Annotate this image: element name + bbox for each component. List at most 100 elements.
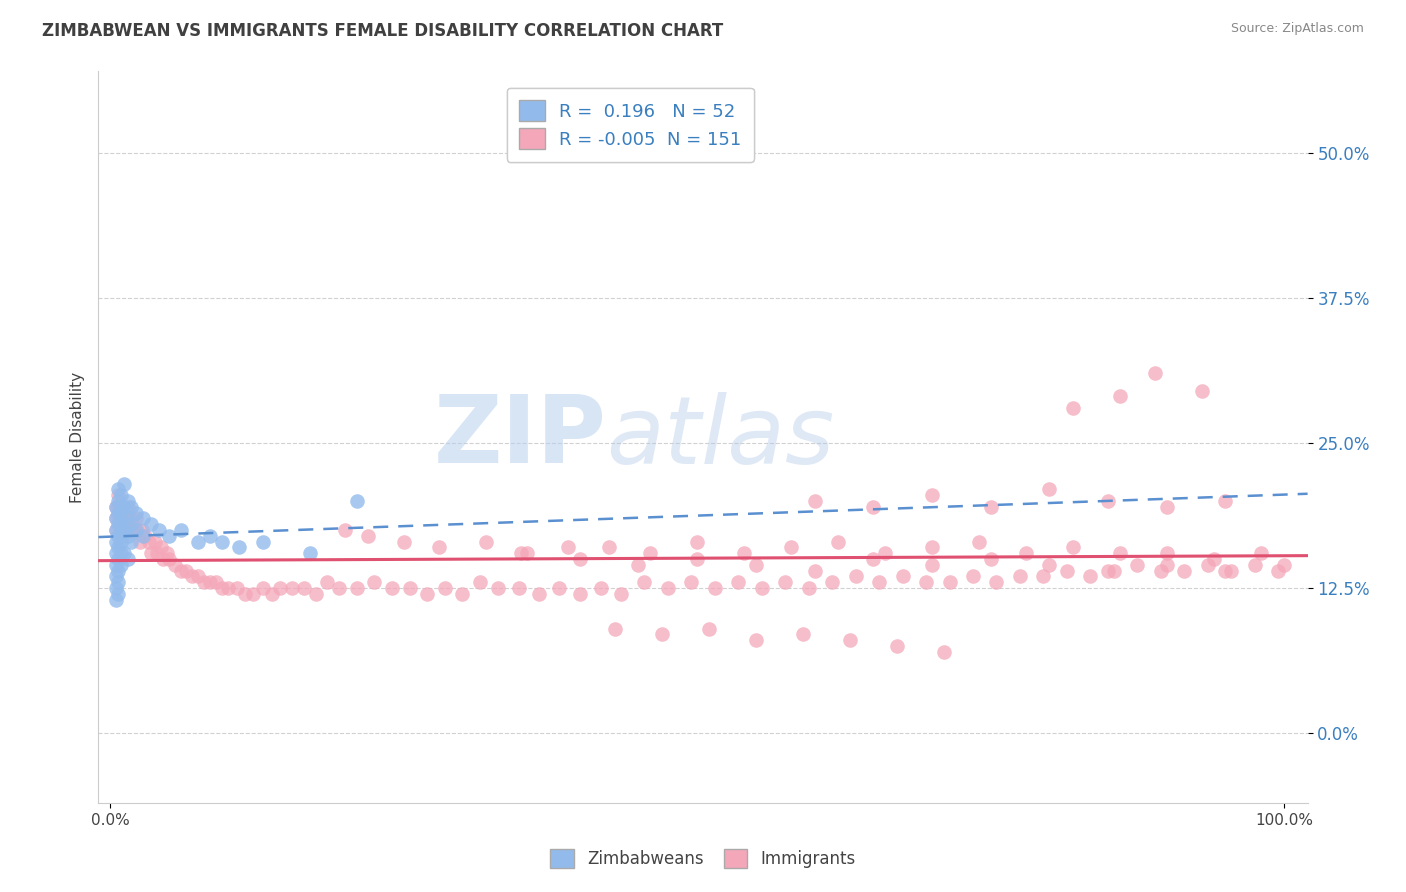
Point bbox=[110, 523, 132, 537]
Y-axis label: Female Disability: Female Disability bbox=[69, 371, 84, 503]
Point bbox=[547, 581, 569, 595]
Point bbox=[915, 575, 938, 590]
Point bbox=[149, 541, 172, 555]
Point bbox=[508, 581, 530, 595]
Point bbox=[627, 558, 650, 572]
Point bbox=[110, 511, 132, 525]
Point bbox=[1008, 569, 1031, 583]
Point bbox=[845, 569, 868, 583]
Point bbox=[163, 558, 186, 572]
Point bbox=[745, 633, 768, 648]
Text: ZIMBABWEAN VS IMMIGRANTS FEMALE DISABILITY CORRELATION CHART: ZIMBABWEAN VS IMMIGRANTS FEMALE DISABILI… bbox=[42, 22, 724, 40]
Point bbox=[1108, 389, 1130, 403]
Point bbox=[157, 552, 180, 566]
Point bbox=[921, 488, 943, 502]
Point bbox=[1150, 564, 1173, 578]
Point bbox=[1250, 546, 1272, 560]
Point bbox=[333, 523, 356, 537]
Point bbox=[110, 488, 132, 502]
Point bbox=[862, 500, 884, 514]
Point bbox=[986, 575, 1008, 590]
Point bbox=[107, 494, 129, 508]
Point bbox=[105, 500, 128, 514]
Point bbox=[433, 581, 456, 595]
Point bbox=[486, 581, 509, 595]
Point bbox=[242, 587, 264, 601]
Point bbox=[967, 534, 990, 549]
Point bbox=[114, 511, 136, 525]
Point bbox=[357, 529, 380, 543]
Point bbox=[598, 541, 620, 555]
Point bbox=[107, 483, 129, 497]
Point bbox=[169, 523, 191, 537]
Point bbox=[187, 534, 209, 549]
Point bbox=[132, 529, 155, 543]
Point bbox=[1102, 564, 1125, 578]
Point bbox=[1108, 546, 1130, 560]
Point bbox=[381, 581, 404, 595]
Point bbox=[105, 511, 128, 525]
Point bbox=[120, 534, 142, 549]
Point bbox=[120, 517, 142, 532]
Point bbox=[1038, 483, 1060, 497]
Point bbox=[211, 581, 233, 595]
Point bbox=[516, 546, 538, 560]
Point bbox=[703, 581, 725, 595]
Point bbox=[117, 552, 139, 566]
Point bbox=[107, 541, 129, 555]
Point bbox=[127, 523, 149, 537]
Point bbox=[681, 575, 703, 590]
Point bbox=[1243, 558, 1265, 572]
Point bbox=[603, 622, 626, 636]
Point bbox=[105, 500, 128, 514]
Point bbox=[292, 581, 315, 595]
Point bbox=[316, 575, 339, 590]
Point bbox=[427, 541, 450, 555]
Point bbox=[1143, 366, 1166, 380]
Point bbox=[262, 587, 284, 601]
Point bbox=[773, 575, 796, 590]
Point bbox=[651, 627, 673, 641]
Point bbox=[1267, 564, 1289, 578]
Point bbox=[117, 500, 139, 514]
Point bbox=[193, 575, 215, 590]
Legend: R =  0.196   N = 52, R = -0.005  N = 151: R = 0.196 N = 52, R = -0.005 N = 151 bbox=[506, 87, 754, 162]
Point bbox=[105, 523, 128, 537]
Point bbox=[398, 581, 420, 595]
Point bbox=[120, 523, 142, 537]
Point bbox=[657, 581, 679, 595]
Point bbox=[686, 534, 709, 549]
Point bbox=[363, 575, 385, 590]
Point bbox=[117, 529, 139, 543]
Point bbox=[1173, 564, 1195, 578]
Point bbox=[152, 552, 174, 566]
Point bbox=[107, 529, 129, 543]
Point bbox=[112, 523, 135, 537]
Point bbox=[157, 529, 180, 543]
Point bbox=[105, 534, 128, 549]
Point bbox=[117, 494, 139, 508]
Point bbox=[697, 622, 720, 636]
Point bbox=[138, 534, 160, 549]
Point bbox=[120, 511, 142, 525]
Point bbox=[128, 534, 150, 549]
Text: Source: ZipAtlas.com: Source: ZipAtlas.com bbox=[1230, 22, 1364, 36]
Point bbox=[1032, 569, 1054, 583]
Point bbox=[1215, 564, 1237, 578]
Point bbox=[392, 534, 415, 549]
Point bbox=[1156, 500, 1178, 514]
Point bbox=[873, 546, 896, 560]
Point bbox=[346, 581, 368, 595]
Point bbox=[252, 581, 274, 595]
Point bbox=[1191, 384, 1213, 398]
Point bbox=[107, 517, 129, 532]
Point bbox=[638, 546, 661, 560]
Point bbox=[105, 511, 128, 525]
Point bbox=[117, 511, 139, 525]
Point bbox=[862, 552, 884, 566]
Point bbox=[112, 523, 135, 537]
Point bbox=[868, 575, 890, 590]
Point bbox=[1097, 494, 1119, 508]
Point bbox=[143, 534, 166, 549]
Point bbox=[803, 564, 825, 578]
